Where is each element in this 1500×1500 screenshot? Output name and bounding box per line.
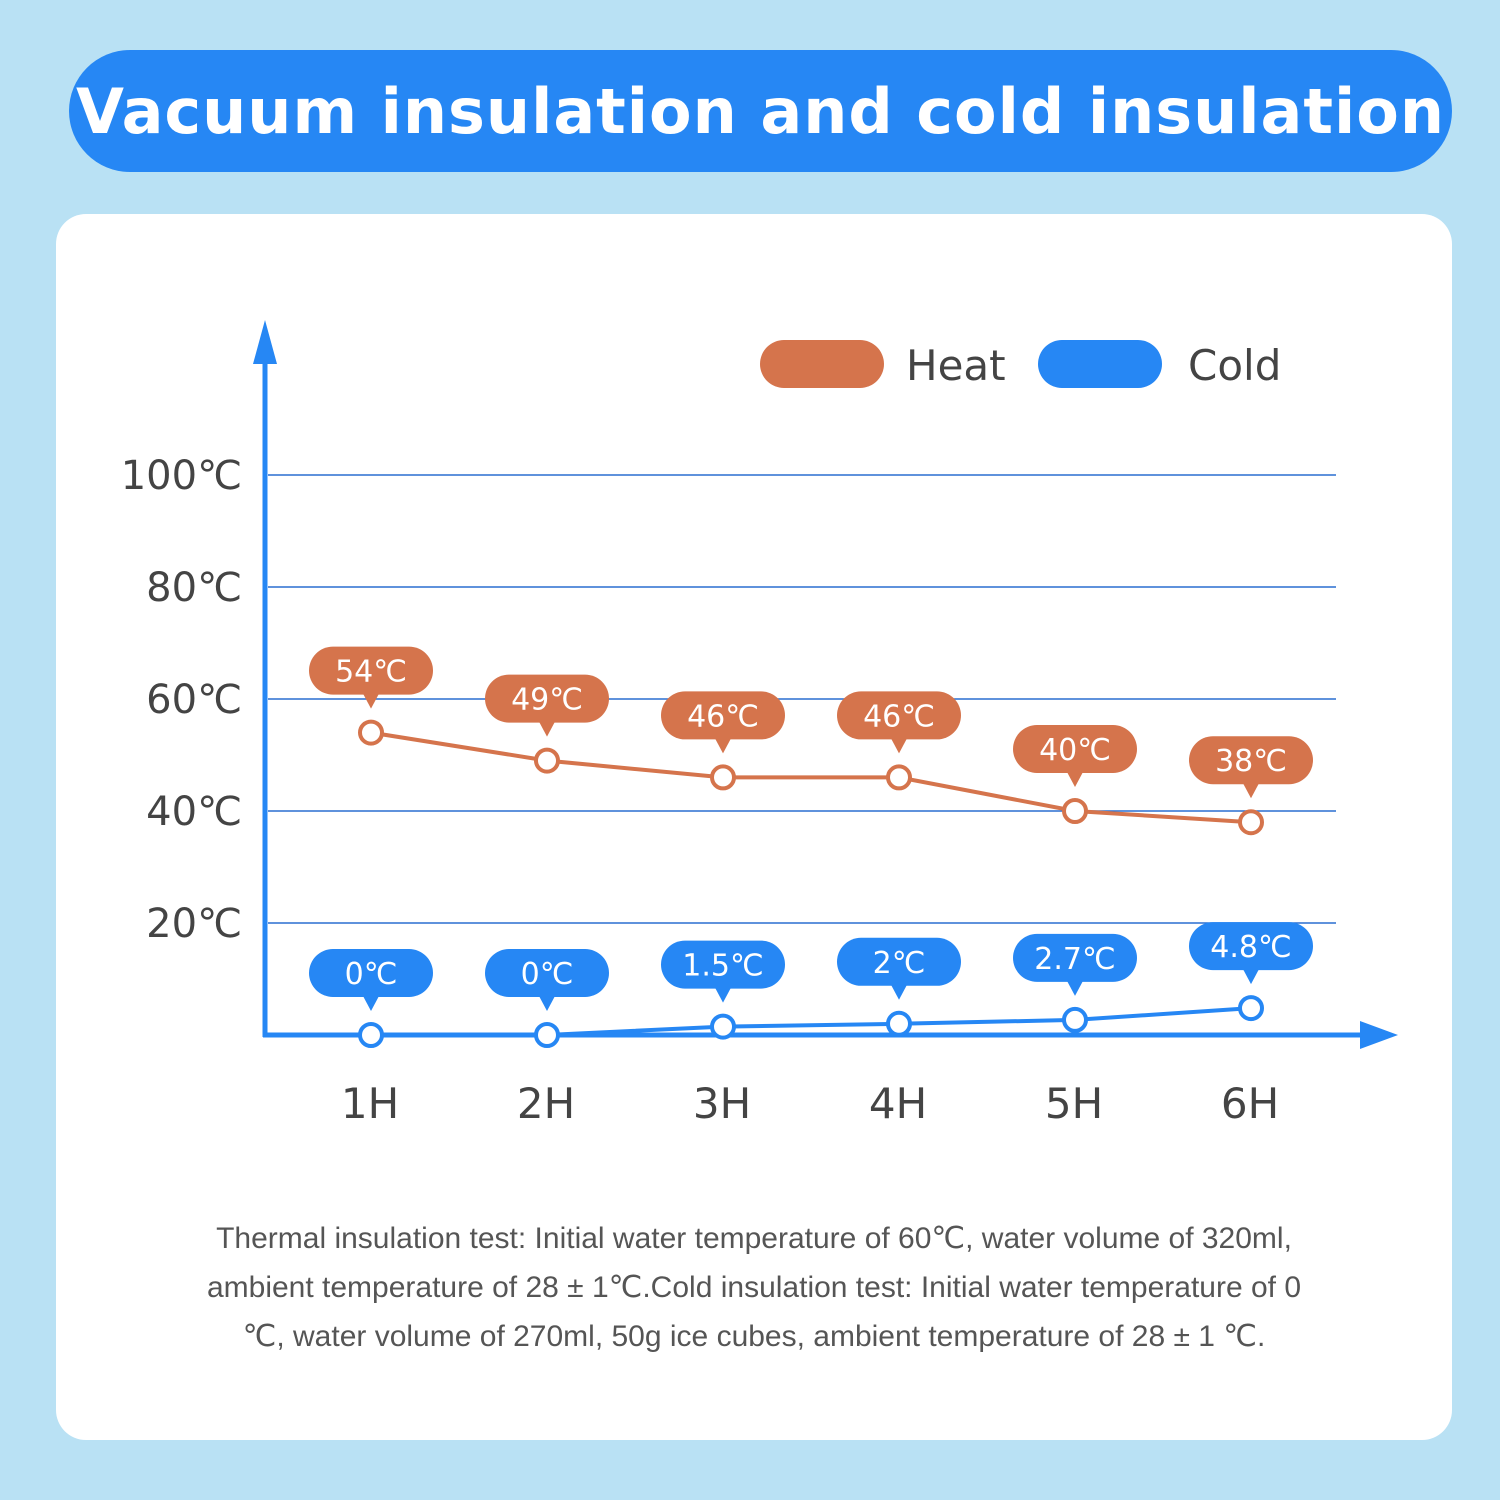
data-label-bubble (661, 691, 785, 740)
data-label-bubble (1013, 725, 1137, 773)
data-label-bubble (485, 674, 609, 723)
heat-data-point (1238, 809, 1264, 836)
heat-data-point (534, 747, 560, 774)
data-label-bubble (837, 691, 961, 740)
data-label-bubble (661, 940, 785, 989)
heat-data-point (358, 719, 384, 746)
data-label-bubble (1013, 933, 1137, 982)
x-tick-label: 5H (1045, 1079, 1103, 1128)
y-tick-label: 20℃ (146, 901, 242, 947)
cold-data-point (710, 1013, 736, 1040)
x-tick-label: 4H (869, 1079, 927, 1128)
legend-label-heat: Heat (906, 341, 1006, 390)
x-tick-label: 2H (517, 1079, 575, 1128)
data-label-pointer (363, 996, 379, 1011)
data-label: 2℃ (873, 946, 926, 981)
y-tick-label: 40℃ (146, 789, 242, 835)
test-conditions-note: Thermal insulation test: Initial water t… (56, 1214, 1452, 1361)
y-tick-label: 60℃ (146, 677, 242, 723)
cold-data-point (534, 1022, 560, 1048)
data-label-bubble (309, 646, 433, 695)
heat-data-point (710, 764, 736, 791)
data-label-bubble (837, 937, 961, 986)
data-label-bubble (309, 949, 433, 997)
data-label-pointer (1067, 980, 1083, 996)
data-label: 4.8℃ (1210, 930, 1291, 965)
data-label: 49℃ (511, 683, 583, 718)
data-label-pointer (1243, 783, 1259, 799)
data-label-bubble (1189, 736, 1313, 785)
legend-label-cold: Cold (1188, 341, 1281, 390)
data-label-pointer (539, 996, 555, 1011)
note-line-2: ambient temperature of 28 ± 1℃.Cold insu… (206, 1271, 1302, 1304)
page-title: Vacuum insulation and cold insulation (75, 74, 1446, 148)
y-axis-arrow (253, 320, 277, 364)
data-label-pointer (1243, 969, 1259, 985)
note-line-1: Thermal insulation test: Initial water t… (216, 1222, 1292, 1255)
cold-data-point (1062, 1006, 1088, 1033)
cold-data-point (358, 1022, 384, 1048)
data-label: 2.7℃ (1034, 942, 1115, 977)
data-label-pointer (891, 984, 907, 1000)
y-tick-label: 80℃ (146, 565, 242, 611)
data-label: 46℃ (863, 699, 935, 734)
x-tick-label: 3H (693, 1079, 751, 1128)
x-axis-arrow (1360, 1021, 1398, 1049)
heat-data-point (1062, 798, 1088, 824)
data-label: 0℃ (521, 957, 574, 992)
data-label-pointer (715, 987, 731, 1003)
title-banner: Vacuum insulation and cold insulation (69, 50, 1452, 172)
cold-data-point (886, 1010, 912, 1037)
data-label-pointer (1067, 772, 1083, 787)
note-line-3: ℃, water volume of 270ml, 50g ice cubes,… (242, 1320, 1266, 1353)
data-label-bubble (1189, 922, 1313, 971)
cold-series-line (371, 1006, 1252, 1037)
data-label-pointer (715, 738, 731, 754)
y-tick-label: 100℃ (121, 453, 242, 499)
legend-swatch-heat (760, 340, 884, 388)
data-label: 54℃ (335, 655, 407, 690)
heat-series-line (370, 730, 1252, 825)
data-label-pointer (539, 721, 555, 737)
data-label: 0℃ (345, 957, 398, 992)
data-label-pointer (891, 738, 907, 754)
data-label: 46℃ (687, 699, 759, 734)
x-tick-label: 6H (1221, 1079, 1279, 1128)
cold-data-point (1238, 995, 1264, 1022)
data-label: 1.5℃ (682, 949, 763, 984)
data-label: 40℃ (1039, 733, 1111, 768)
data-label-pointer (363, 693, 379, 709)
data-label-bubble (485, 949, 609, 997)
chart-card (56, 214, 1452, 1440)
heat-data-point (886, 764, 912, 791)
x-tick-label: 1H (341, 1079, 399, 1128)
legend-swatch-cold (1038, 340, 1162, 388)
data-label: 38℃ (1215, 744, 1287, 779)
